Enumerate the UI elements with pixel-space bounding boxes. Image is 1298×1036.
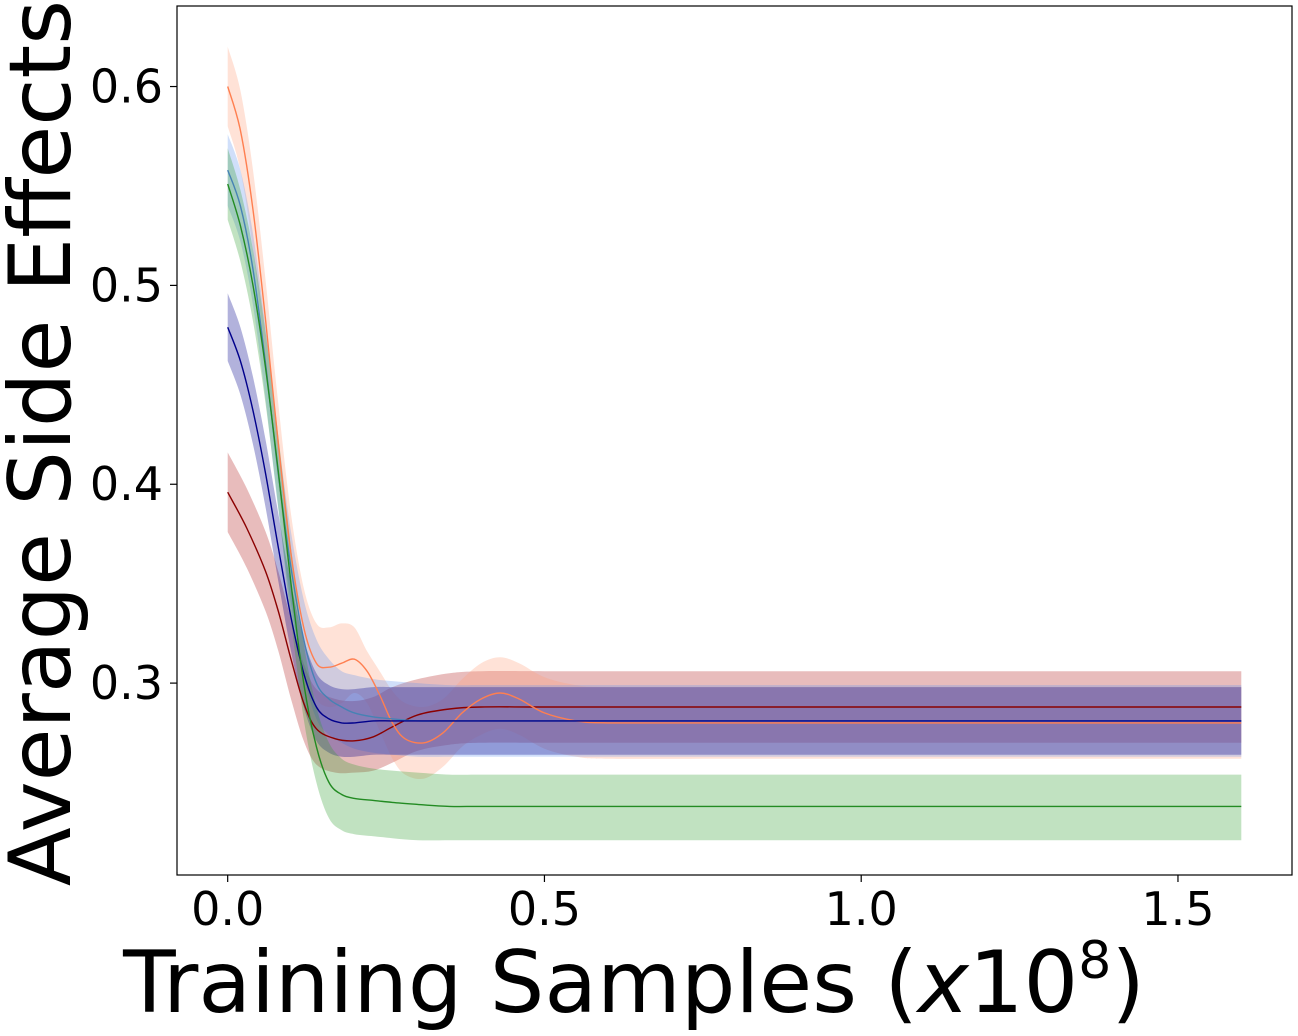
series-3-line: [227, 326, 1242, 724]
confidence-bands: [227, 46, 1242, 841]
plot-frame: [176, 5, 1293, 876]
x-axis-ticks: 0.0 0.5 1.0 1.5: [191, 875, 1215, 936]
y-tick-label: 0.6: [90, 60, 163, 114]
series-2-band: [227, 134, 1242, 757]
y-tick-label: 0.5: [90, 258, 163, 312]
y-axis-label: Average Side Effects: [0, 0, 91, 886]
x-tick-label: 1.0: [825, 882, 898, 936]
series-3-band: [227, 293, 1242, 758]
series-0-line: [227, 491, 1242, 742]
x-tick-label: 0.5: [508, 882, 581, 936]
x-axis-label: Training Samples (x108): [122, 931, 1145, 1033]
y-tick-label: 0.3: [90, 656, 163, 710]
series-0-band: [227, 452, 1242, 774]
series-4-line: [227, 183, 1242, 808]
x-tick-label: 0.0: [191, 882, 264, 936]
mean-lines: [227, 86, 1242, 808]
y-axis-ticks: 0.3 0.4 0.5 0.6: [90, 60, 177, 710]
series-1-band: [227, 46, 1242, 780]
y-tick-label: 0.4: [90, 457, 163, 511]
series-4-band: [227, 148, 1242, 841]
x-tick-label: 1.5: [1141, 882, 1214, 936]
series-1-line: [227, 86, 1242, 744]
